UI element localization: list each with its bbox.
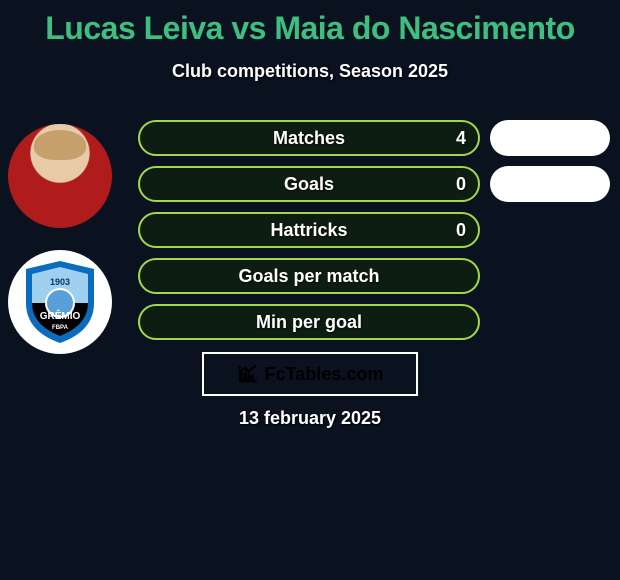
stat-bars: Matches 4 Goals 0 Hattricks 0 Goals per … [138,120,480,350]
right-badge-2 [490,166,610,202]
crest-svg: 1903 GRÊMIO FBPA [22,259,98,345]
club-crest-inner: 1903 GRÊMIO FBPA [8,250,112,354]
subtitle: Club competitions, Season 2025 [0,61,620,82]
stat-label: Matches [273,128,345,149]
date-text: 13 february 2025 [239,408,381,428]
stat-label: Min per goal [256,312,362,333]
club-crest: 1903 GRÊMIO FBPA [8,250,112,354]
stat-row-mpg: Min per goal [138,304,480,340]
stat-value: 0 [456,220,466,241]
stat-row-gpm: Goals per match [138,258,480,294]
stat-row-hattricks: Hattricks 0 [138,212,480,248]
subtitle-text: Club competitions, Season 2025 [172,61,448,81]
right-badge-1 [490,120,610,156]
crest-sub: FBPA [52,325,69,331]
brand-box: FcTables.com [202,352,418,396]
left-avatars: 1903 GRÊMIO FBPA [8,124,120,376]
title-text: Lucas Leiva vs Maia do Nascimento [45,10,574,46]
stat-row-matches: Matches 4 [138,120,480,156]
brand-text: FcTables.com [265,364,384,385]
right-badges [490,120,610,212]
crest-year: 1903 [50,277,70,287]
stat-value: 4 [456,128,466,149]
stat-label: Goals per match [238,266,379,287]
stat-label: Goals [284,174,334,195]
player-face [8,124,112,228]
stat-value: 0 [456,174,466,195]
page-title: Lucas Leiva vs Maia do Nascimento [0,0,620,47]
date-line: 13 february 2025 [0,408,620,429]
player-avatar [8,124,112,228]
brand-chart-icon [237,363,259,385]
stat-row-goals: Goals 0 [138,166,480,202]
stat-label: Hattricks [270,220,347,241]
crest-text: GRÊMIO [40,309,81,322]
